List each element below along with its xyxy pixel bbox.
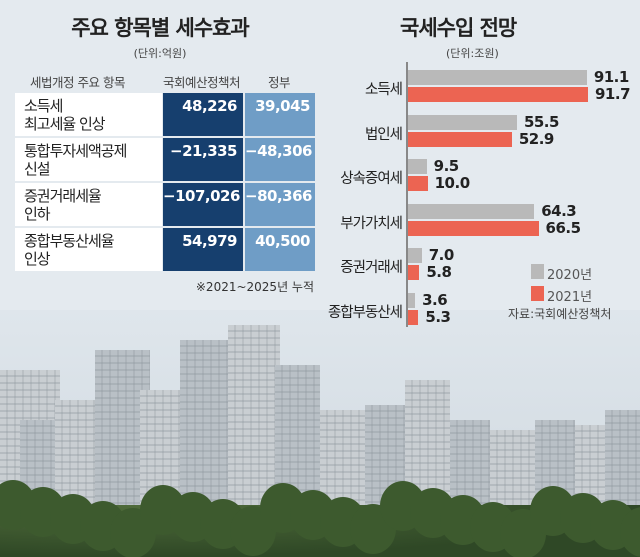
row-item-line2: 최고세율 인상 — [24, 115, 106, 133]
bar-value-label: 64.3 — [541, 201, 577, 220]
category-label: 소득세 — [364, 82, 403, 98]
chart-title: 국세수입 전망 — [400, 16, 517, 40]
bar-2020 — [408, 70, 587, 85]
table-note: ※2021~2025년 누적 — [195, 280, 314, 294]
legend-swatch-2021 — [531, 286, 544, 301]
row-item-line1: 종합부동산세율 — [24, 232, 115, 250]
header-gov: 정부 — [268, 75, 291, 90]
chart-unit: (단위:조원) — [446, 47, 499, 60]
bar-2021 — [408, 87, 588, 102]
row-item: 소득세 최고세율 인상 — [15, 93, 162, 136]
bar-value-label: 3.6 — [422, 290, 448, 309]
category-label: 부가가치세 — [340, 215, 403, 232]
table-row: 통합투자세액공제 신설 −21,335 −48,306 — [15, 138, 315, 181]
chart-axis — [406, 62, 408, 327]
row-item-line2: 인하 — [24, 205, 51, 223]
category-label: 법인세 — [364, 126, 403, 143]
table-row: 소득세 최고세율 인상 48,226 39,045 — [15, 93, 315, 136]
row-gov-value: 40,500 — [245, 228, 315, 271]
row-nabo-value: −21,335 — [163, 138, 243, 181]
bar-value-label: 91.7 — [595, 85, 631, 103]
bar-2020 — [408, 114, 517, 130]
header-item: 세법개정 주요 항목 — [30, 75, 125, 90]
bar-value-label: 52.9 — [518, 129, 555, 148]
bar-value-label: 5.8 — [426, 263, 452, 281]
bar-value-label: 7.0 — [428, 246, 455, 264]
apartment-photo — [0, 310, 640, 557]
row-nabo-value: −107,026 — [163, 183, 243, 226]
header-nabo: 국회예산정책처 — [163, 75, 241, 90]
row-item: 종합부동산세율 인상 — [15, 228, 162, 271]
row-item-line1: 증권거래세율 — [24, 187, 102, 205]
category-label: 상속증여세 — [340, 171, 403, 187]
row-item-line2: 인상 — [24, 250, 51, 268]
table-unit: (단위:억원) — [133, 47, 187, 60]
chart-source: 자료:국회예산정책처 — [508, 307, 612, 321]
legend-2020: 2020년 — [547, 268, 593, 283]
row-item: 통합투자세액공제 신설 — [15, 138, 162, 181]
bar-2021 — [408, 220, 539, 236]
table-row: 증권거래세율 인하 −107,026 −80,366 — [15, 183, 315, 226]
bar-2020 — [408, 248, 422, 263]
bar-2020 — [408, 203, 535, 219]
bar-value-label: 5.3 — [425, 307, 451, 326]
row-item-line2: 신설 — [24, 160, 51, 178]
bar-value-label: 55.5 — [523, 112, 560, 131]
bar-value-label: 66.5 — [545, 218, 582, 237]
bar-value-label: 9.5 — [433, 157, 460, 175]
category-label: 증권거래세 — [340, 260, 403, 276]
bar-2021 — [408, 131, 512, 147]
bar-2021 — [408, 309, 419, 325]
table-title: 주요 항목별 세수효과 — [71, 16, 250, 40]
legend-swatch-2020 — [531, 264, 544, 279]
row-item-line1: 통합투자세액공제 — [24, 142, 127, 160]
row-gov-value: 39,045 — [245, 93, 315, 136]
row-gov-value: −80,366 — [245, 183, 315, 226]
bar-value-label: 91.1 — [593, 68, 630, 86]
bar-value-label: 10.0 — [434, 174, 471, 192]
row-item: 증권거래세율 인하 — [15, 183, 162, 226]
row-gov-value: −48,306 — [245, 138, 315, 181]
legend-2021: 2021년 — [547, 290, 593, 305]
category-label: 종합부동산세 — [327, 304, 403, 321]
row-item-line1: 소득세 — [24, 97, 63, 115]
bar-2020 — [408, 159, 427, 174]
bar-2021 — [408, 176, 428, 191]
table-row: 종합부동산세율 인상 54,979 40,500 — [15, 228, 315, 271]
row-nabo-value: 54,979 — [163, 228, 243, 271]
bar-2020 — [408, 292, 416, 308]
bar-2021 — [408, 265, 420, 280]
row-nabo-value: 48,226 — [163, 93, 243, 136]
